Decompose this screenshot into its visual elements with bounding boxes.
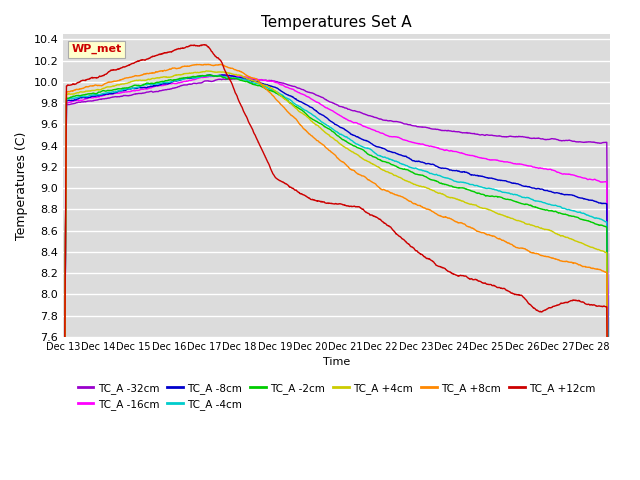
Title: Temperatures Set A: Temperatures Set A	[261, 15, 412, 30]
Legend: TC_A -32cm, TC_A -16cm, TC_A -8cm, TC_A -4cm, TC_A -2cm, TC_A +4cm, TC_A +8cm, T: TC_A -32cm, TC_A -16cm, TC_A -8cm, TC_A …	[74, 378, 600, 414]
X-axis label: Time: Time	[323, 357, 350, 367]
Text: WP_met: WP_met	[72, 44, 122, 54]
Y-axis label: Temperatures (C): Temperatures (C)	[15, 131, 28, 240]
